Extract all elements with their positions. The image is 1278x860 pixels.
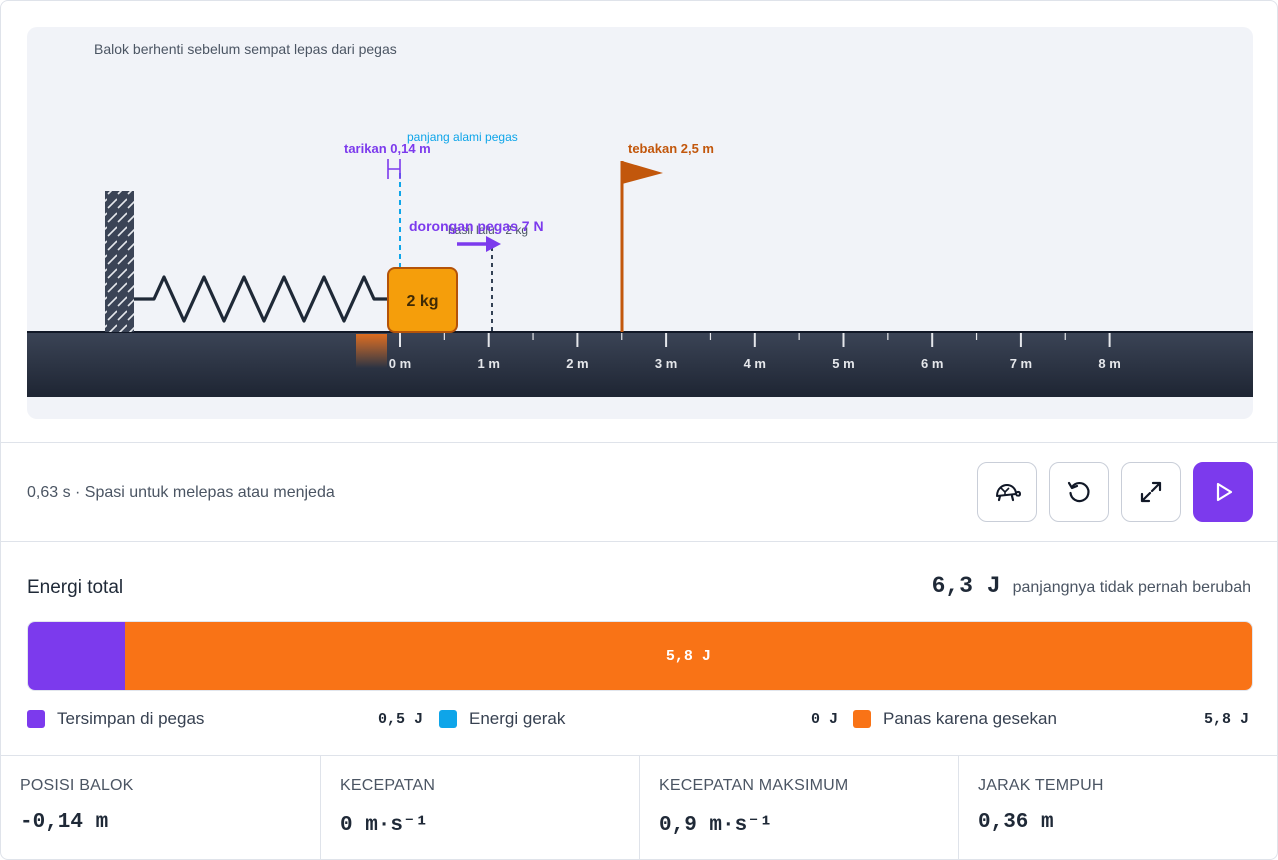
ruler-tick-label: 2 m [566, 356, 588, 371]
legend-heat: Panas karena gesekan [853, 709, 1057, 729]
stat-value: 0,36 m [978, 811, 1054, 834]
guess-flag-icon[interactable] [620, 161, 663, 332]
divider [1, 755, 1277, 756]
stat-value: -0,14 m [20, 811, 109, 834]
stat-label: JARAK TEMPUH [978, 777, 1104, 794]
spring-force-label: dorongan pegas 7 N [409, 218, 544, 234]
legend-kinetic: Energi gerak [439, 709, 565, 729]
ruler-tick-label: 6 m [921, 356, 943, 371]
friction-heat-glow [356, 334, 387, 368]
energy-title: Energi total [27, 577, 124, 598]
stat-velocity: KECEPATAN 0 m·s⁻¹ [321, 756, 640, 859]
legend-value: 0,5 J [378, 711, 424, 728]
ruler: 0 m 1 m 2 m 3 m 4 m 5 m 6 m 7 m 8 m [389, 333, 1121, 371]
slow-motion-button[interactable] [977, 462, 1037, 522]
energy-total-note: panjangnya tidak pernah berubah [1012, 579, 1251, 596]
energy-segment-heat: 5,8 J [124, 622, 1252, 690]
ruler-tick-label: 3 m [655, 356, 677, 371]
legend-spring: Tersimpan di pegas [27, 709, 204, 729]
stat-label: KECEPATAN MAKSIMUM [659, 777, 849, 794]
simulation-stage: Balok berhenti sebelum sempat lepas dari… [27, 27, 1253, 419]
natural-length-label: panjang alami pegas [407, 130, 518, 144]
spring [134, 275, 389, 323]
legend-label: Energi gerak [469, 709, 566, 728]
status-text: 0,63 s · Spasi untuk melepas atau menjed… [27, 484, 335, 501]
stat-value: 0 m·s⁻¹ [340, 814, 429, 837]
ruler-tick-label: 7 m [1010, 356, 1032, 371]
legend-label: Tersimpan di pegas [57, 709, 205, 728]
reset-icon [1067, 481, 1090, 503]
ruler-tick-label: 5 m [832, 356, 854, 371]
ruler-tick-label: 1 m [477, 356, 499, 371]
divider [1, 442, 1277, 443]
legend-swatch [439, 710, 457, 728]
wall [105, 191, 134, 332]
guess-label: tebakan 2,5 m [628, 141, 714, 156]
pull-label: tarikan 0,14 m [344, 141, 431, 156]
energy-total-value: 6,3 J [931, 573, 1001, 599]
energy-bar: 5,8 J [27, 621, 1253, 691]
ruler-tick-label: 0 m [389, 356, 411, 371]
turtle-icon [996, 484, 1021, 502]
stat-label: KECEPATAN [340, 777, 436, 794]
legend-swatch [27, 710, 45, 728]
stat-label: POSISI BALOK [20, 777, 134, 794]
energy-total: 6,3 J panjangnya tidak pernah berubah [932, 573, 1251, 599]
legend-label: Panas karena gesekan [883, 709, 1057, 728]
block-mass-label: 2 kg [406, 293, 438, 310]
legend-value: 5,8 J [1204, 711, 1250, 728]
stat-value: 0,9 m·s⁻¹ [659, 814, 773, 837]
stat-max-velocity: KECEPATAN MAKSIMUM 0,9 m·s⁻¹ [640, 756, 959, 859]
simulation-canvas: 0 m 1 m 2 m 3 m 4 m 5 m 6 m 7 m 8 m panjang alam… [27, 130, 1253, 397]
stage-message: Balok berhenti sebelum sempat lepas dari… [94, 41, 397, 57]
legend-value: 0 J [811, 711, 839, 728]
play-icon [1216, 482, 1233, 502]
spring-force-arrow-icon [457, 236, 501, 252]
expand-icon [1140, 481, 1162, 503]
pull-bracket-icon [387, 159, 401, 179]
ground [27, 332, 1253, 397]
reset-button[interactable] [1049, 462, 1109, 522]
stat-distance: JARAK TEMPUH 0,36 m [959, 756, 1277, 859]
previous-result-label: hasil lalu · 2 kg [448, 223, 528, 237]
legend-swatch [853, 710, 871, 728]
ruler-tick-label: 8 m [1098, 356, 1120, 371]
energy-bar-label: 5,8 J [665, 647, 711, 665]
stat-position: POSISI BALOK -0,14 m [1, 756, 321, 859]
divider [1, 541, 1277, 542]
play-button[interactable] [1193, 462, 1253, 522]
fullscreen-button[interactable] [1121, 462, 1181, 522]
block[interactable]: 2 kg [387, 267, 458, 333]
ruler-tick-label: 4 m [744, 356, 766, 371]
energy-segment-spring [28, 622, 125, 690]
